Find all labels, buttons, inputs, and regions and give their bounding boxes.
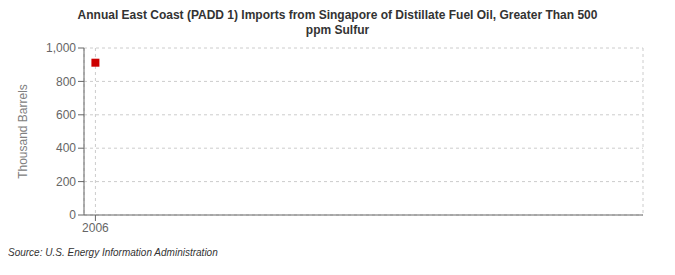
svg-text:200: 200 xyxy=(56,175,76,189)
svg-text:400: 400 xyxy=(56,141,76,155)
svg-text:2006: 2006 xyxy=(82,221,109,235)
html-text:ppm Sulfur: ppm Sulfur xyxy=(305,23,370,37)
svg-text:1,000: 1,000 xyxy=(46,41,76,55)
svg-text:600: 600 xyxy=(56,108,76,122)
svg-text:0: 0 xyxy=(69,208,76,222)
svg-text:Thousand Barrels: Thousand Barrels xyxy=(16,84,30,179)
html-text:Annual East Coast (PADD 1) Imp: Annual East Coast (PADD 1) Imports from … xyxy=(77,8,598,22)
html-text:Source: U.S. Energy Informatio: Source: U.S. Energy Information Administ… xyxy=(8,247,218,258)
svg-text:800: 800 xyxy=(56,75,76,89)
